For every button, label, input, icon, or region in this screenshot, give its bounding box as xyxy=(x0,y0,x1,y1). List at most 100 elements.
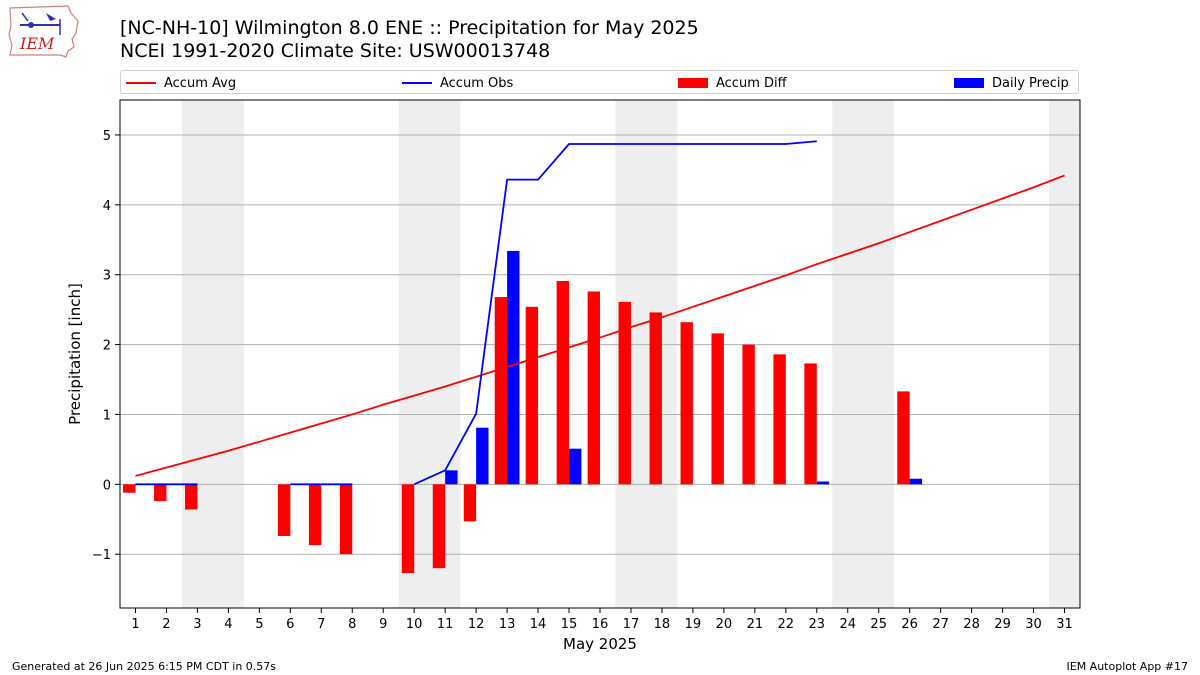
chart-subtitle: NCEI 1991-2020 Climate Site: USW00013748 xyxy=(120,40,551,62)
daily-precip-bar-day-23 xyxy=(816,481,830,485)
x-tick-label-18: 18 xyxy=(654,617,671,632)
accum-diff-bar-day-1 xyxy=(123,484,136,493)
accum-diff-bar-day-23 xyxy=(804,363,817,485)
x-tick-label-6: 6 xyxy=(286,617,294,632)
daily-precip-bar-day-11 xyxy=(445,470,458,485)
accum-diff-bar-day-20 xyxy=(711,333,724,485)
x-tick-label-10: 10 xyxy=(406,617,423,632)
x-tick-label-17: 17 xyxy=(623,617,640,632)
footer-generated: Generated at 26 Jun 2025 6:15 PM CDT in … xyxy=(12,660,277,673)
x-tick-label-12: 12 xyxy=(468,617,485,632)
x-tick-label-27: 27 xyxy=(932,617,949,632)
weekend-band-31 xyxy=(1049,100,1080,608)
x-axis: 1 2 3 4 5 6 7 8 9 10 11 12 13 14 15 16 17 18 19 20 21 22 23 24 2… xyxy=(131,608,1073,632)
x-tick-label-7: 7 xyxy=(317,617,325,632)
x-tick-label-29: 29 xyxy=(994,617,1011,632)
accum-obs-line-segment-3 xyxy=(413,140,817,486)
accum-diff-bar-day-22 xyxy=(773,354,786,485)
footer-app: IEM Autoplot App #17 xyxy=(1066,660,1189,673)
accum-avg-line xyxy=(135,174,1065,477)
legend-item-daily-precip: Daily Precip xyxy=(954,74,1069,92)
x-tick-label-1: 1 xyxy=(131,617,139,632)
accum-diff-bar-day-18 xyxy=(649,312,662,485)
logo-text: IEM xyxy=(19,34,55,53)
x-tick-label-13: 13 xyxy=(499,617,516,632)
legend-item-accum-diff: Accum Diff xyxy=(678,74,787,92)
legend-swatch-accum-obs xyxy=(402,82,432,84)
x-tick-label-16: 16 xyxy=(592,617,609,632)
legend-item-accum-avg: Accum Avg xyxy=(126,74,236,92)
legend-label-accum-avg: Accum Avg xyxy=(164,75,237,91)
iem-logo: IEM xyxy=(8,5,80,63)
y-tick-label-1: 1 xyxy=(103,408,111,423)
daily-precip-bars xyxy=(445,250,923,485)
x-tick-label-4: 4 xyxy=(224,617,232,632)
legend-swatch-accum-avg xyxy=(126,82,156,84)
daily-precip-bar-day-12 xyxy=(476,427,489,485)
weekend-band-4 xyxy=(212,100,244,608)
accum-diff-bar-day-13 xyxy=(494,297,508,485)
x-tick-label-11: 11 xyxy=(437,617,454,632)
legend-item-accum-obs: Accum Obs xyxy=(402,74,513,92)
accum-diff-bar-day-21 xyxy=(742,344,755,485)
x-tick-label-22: 22 xyxy=(778,617,795,632)
accum-diff-bar-day-19 xyxy=(680,322,693,485)
x-tick-label-28: 28 xyxy=(963,617,980,632)
x-tick-label-30: 30 xyxy=(1025,617,1042,632)
chart-title: [NC-NH-10] Wilmington 8.0 ENE :: Precipi… xyxy=(120,17,699,39)
legend-label-accum-obs: Accum Obs xyxy=(440,75,514,91)
daily-precip-bar-day-15 xyxy=(569,448,582,485)
accum-diff-bar-day-2 xyxy=(154,484,167,502)
y-tick-label-0: 0 xyxy=(103,478,111,493)
x-tick-label-15: 15 xyxy=(561,617,578,632)
y-tick-label-4: 4 xyxy=(103,199,111,214)
accum-diff-bar-day-16 xyxy=(587,291,600,485)
daily-precip-bar-day-26 xyxy=(909,478,923,485)
accum-diff-bar-day-14 xyxy=(525,306,539,485)
y-tick-label--1: −1 xyxy=(92,548,111,563)
y-tick-label-5: 5 xyxy=(103,129,111,144)
daily-precip-bar-day-13 xyxy=(507,250,520,485)
x-tick-label-21: 21 xyxy=(747,617,764,632)
x-tick-label-3: 3 xyxy=(193,617,201,632)
x-tick-label-5: 5 xyxy=(255,617,263,632)
legend-swatch-daily-precip xyxy=(954,78,984,88)
weekend-band-3 xyxy=(181,100,213,608)
x-tick-label-25: 25 xyxy=(870,617,887,632)
chart-legend: Accum Avg Accum Obs Accum Diff Daily Pre… xyxy=(120,70,1079,94)
accum-diff-bar-day-6 xyxy=(277,484,291,537)
y-axis: −1 0 1 2 3 4 5 xyxy=(92,129,120,563)
x-axis-label: May 2025 xyxy=(563,635,637,653)
accum-diff-bar-day-17 xyxy=(618,301,631,485)
accum-diff-bar-day-3 xyxy=(185,484,198,510)
accum-diff-bar-day-12 xyxy=(463,484,477,522)
accum-diff-bars xyxy=(123,280,910,574)
accum-diff-bar-day-8 xyxy=(339,484,353,555)
legend-swatch-accum-diff xyxy=(678,78,708,88)
accum-diff-bar-day-26 xyxy=(897,391,910,485)
y-tick-label-2: 2 xyxy=(103,339,111,354)
x-tick-label-24: 24 xyxy=(839,617,856,632)
legend-label-accum-diff: Accum Diff xyxy=(716,75,787,91)
weekend-shading xyxy=(181,100,1080,608)
y-axis-label: Precipitation [inch] xyxy=(66,283,84,425)
weekend-band-24 xyxy=(832,100,864,608)
x-tick-label-14: 14 xyxy=(530,617,547,632)
x-tick-label-20: 20 xyxy=(716,617,733,632)
weekend-band-25 xyxy=(863,100,895,608)
x-tick-label-23: 23 xyxy=(809,617,826,632)
x-tick-label-8: 8 xyxy=(348,617,356,632)
x-tick-label-19: 19 xyxy=(685,617,702,632)
x-tick-label-31: 31 xyxy=(1056,617,1073,632)
accum-diff-bar-day-10 xyxy=(401,484,415,574)
legend-label-daily-precip: Daily Precip xyxy=(992,75,1069,91)
x-tick-label-2: 2 xyxy=(162,617,170,632)
x-tick-label-9: 9 xyxy=(379,617,387,632)
y-tick-label-3: 3 xyxy=(103,269,111,284)
series-lines xyxy=(135,140,1065,486)
accum-diff-bar-day-7 xyxy=(308,484,322,546)
accum-diff-bar-day-15 xyxy=(556,280,570,485)
accum-diff-bar-day-11 xyxy=(432,484,446,569)
x-tick-label-26: 26 xyxy=(901,617,918,632)
